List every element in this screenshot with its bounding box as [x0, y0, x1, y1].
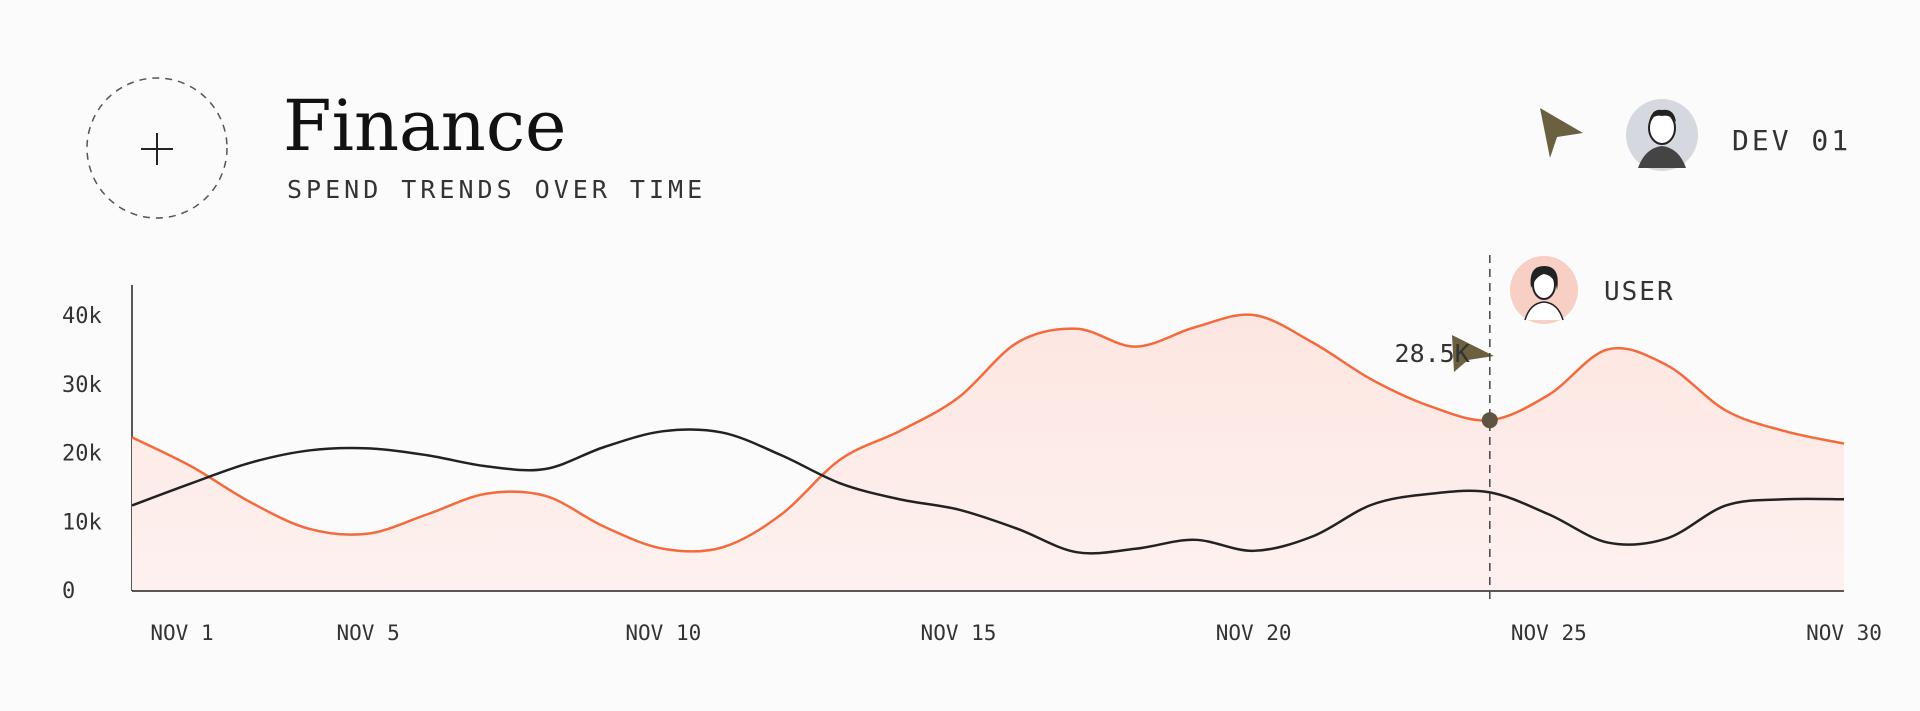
x-tick-label: NOV 15 — [921, 621, 997, 645]
avatar[interactable] — [1626, 99, 1698, 171]
plot: 0 10k 20k 30k 40k NOV 1 NOV 5 NOV 10 NOV 15 NOV 2… — [62, 255, 1882, 645]
account-label: DEV 01 — [1732, 124, 1851, 157]
area — [132, 314, 1844, 590]
x-tick-label: NOV 10 — [625, 621, 701, 645]
user-avatar — [1510, 256, 1578, 324]
x-tick-label: NOV 1 — [150, 621, 213, 645]
line — [131, 313, 1845, 553]
title: Finance — [283, 85, 567, 167]
y-tick-label: 30k — [62, 373, 102, 398]
y-tick-label: 0 — [62, 579, 75, 604]
y-tick-label: 20k — [62, 442, 102, 467]
plus-icon — [141, 133, 173, 165]
x-tick-label: NOV 25 — [1511, 621, 1587, 645]
subtitle: SPEND TRENDS OVER TIME — [287, 175, 706, 204]
y-tick-label: 10k — [62, 510, 102, 535]
highlight-point — [1481, 412, 1498, 429]
user-cursor-icon — [1452, 335, 1494, 372]
cursor-icon — [1540, 108, 1583, 158]
cursor-user-label: USER — [1604, 277, 1675, 307]
x-tick-label: NOV 5 — [337, 621, 400, 645]
annotation: 28.5K — [1395, 339, 1470, 368]
y-tick-label: 40k — [62, 304, 102, 329]
x-tick-label: NOV 20 — [1216, 621, 1292, 645]
line — [131, 428, 1845, 555]
x-tick-label: NOV 30 — [1806, 621, 1882, 645]
add-button[interactable] — [86, 77, 228, 219]
